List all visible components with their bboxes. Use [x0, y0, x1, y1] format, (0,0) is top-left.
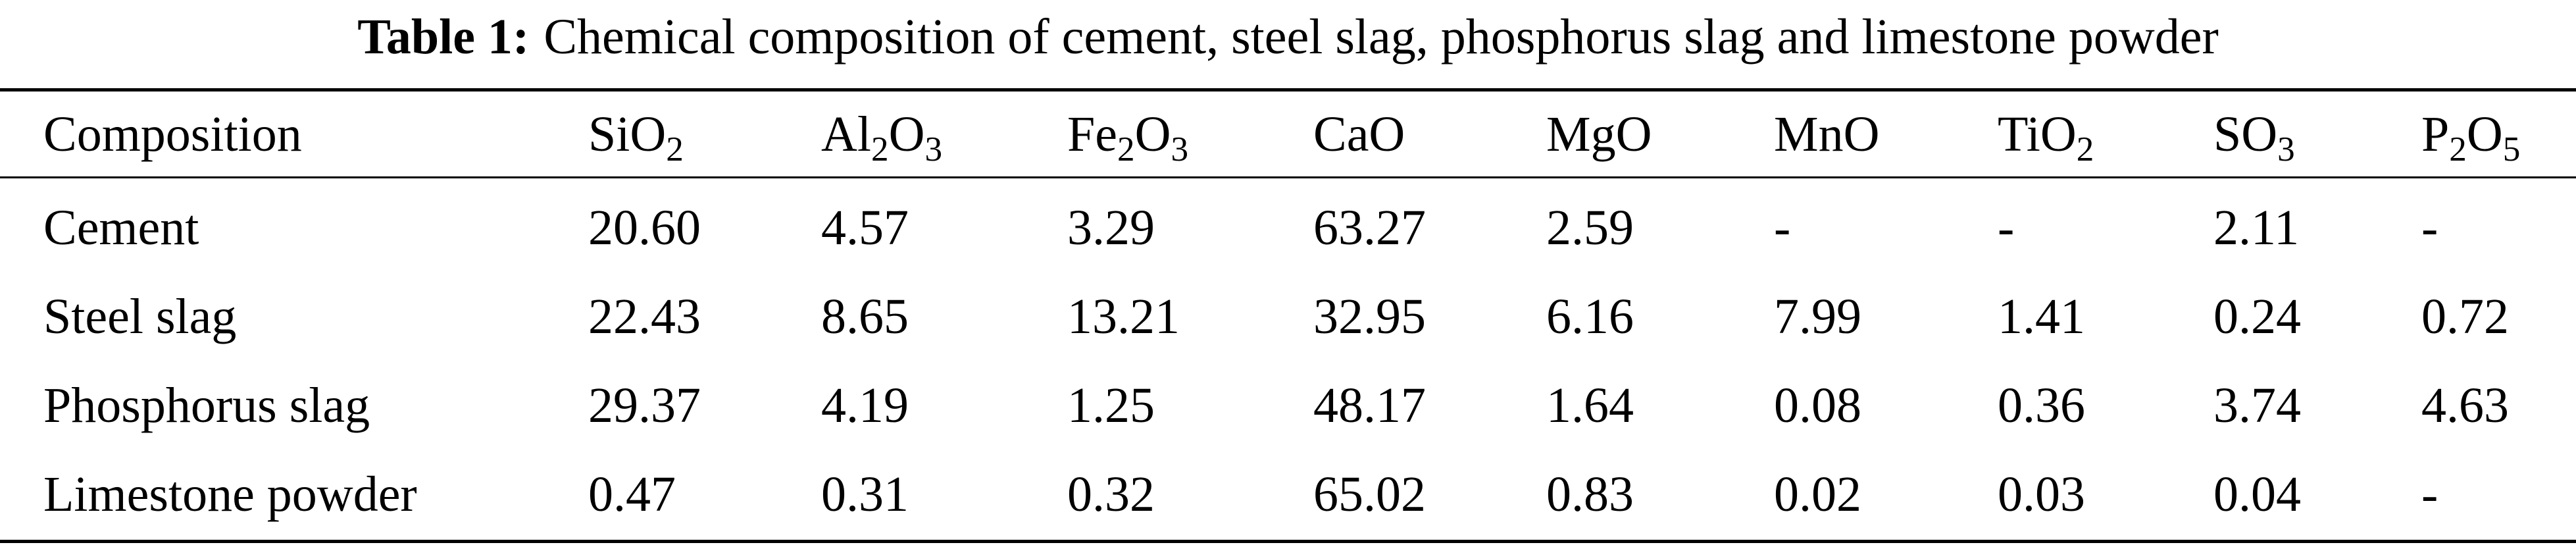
- table-cell: 0.04: [2213, 467, 2301, 522]
- table-cell: 1.64: [1546, 378, 1634, 433]
- row-label: Limestone powder: [43, 467, 417, 522]
- table-cell: 0.08: [1774, 378, 1861, 433]
- table-cell: 0.02: [1774, 467, 1861, 522]
- table-header-rule: [0, 176, 2576, 178]
- header-cell: SO3: [2213, 107, 2295, 169]
- header-cell: SiO2: [588, 107, 684, 169]
- table-cell: 65.02: [1313, 467, 1426, 522]
- table-cell: 4.19: [821, 378, 909, 433]
- table-cell: 32.95: [1313, 289, 1426, 344]
- table-caption-label: Table 1:: [357, 9, 530, 65]
- table-top-rule: [0, 88, 2576, 91]
- table-cell: 0.03: [1998, 467, 2085, 522]
- table-cell: 4.57: [821, 200, 909, 255]
- table-cell: 20.60: [588, 200, 701, 255]
- table-cell: 2.59: [1546, 200, 1634, 255]
- header-cell: Al2O3: [821, 107, 943, 169]
- table-cell: 6.16: [1546, 289, 1634, 344]
- header-cell: CaO: [1313, 107, 1405, 162]
- table-cell: -: [1998, 200, 2015, 255]
- table-cell: 48.17: [1313, 378, 1426, 433]
- row-label: Steel slag: [43, 289, 237, 344]
- table-row: Steel slag 22.43 8.65 13.21 32.95 6.16 7…: [0, 277, 2576, 356]
- table-cell: -: [2421, 467, 2438, 522]
- table-cell: 7.99: [1774, 289, 1861, 344]
- table-cell: 8.65: [821, 289, 909, 344]
- header-cell: MgO: [1546, 107, 1652, 162]
- table-bottom-rule: [0, 540, 2576, 543]
- table-cell: 1.41: [1998, 289, 2085, 344]
- table-row: Cement 20.60 4.57 3.29 63.27 2.59 - - 2.…: [0, 188, 2576, 267]
- header-cell: P2O5: [2421, 107, 2521, 169]
- row-label: Phosphorus slag: [43, 378, 370, 433]
- table-cell: 0.32: [1067, 467, 1155, 522]
- table-cell: 29.37: [588, 378, 701, 433]
- table-cell: -: [1774, 200, 1791, 255]
- header-cell: Composition: [43, 107, 302, 162]
- table-cell: 0.31: [821, 467, 909, 522]
- table-cell: 0.83: [1546, 467, 1634, 522]
- table-cell: 63.27: [1313, 200, 1426, 255]
- table-row: Limestone powder 0.47 0.31 0.32 65.02 0.…: [0, 455, 2576, 534]
- row-label: Cement: [43, 200, 199, 255]
- header-cell: MnO: [1774, 107, 1880, 162]
- table-caption: Table 1: Chemical composition of cement, …: [0, 4, 2576, 70]
- table-cell: 0.72: [2421, 289, 2509, 344]
- table-cell: 1.25: [1067, 378, 1155, 433]
- table-cell: 0.36: [1998, 378, 2085, 433]
- table-row: Phosphorus slag 29.37 4.19 1.25 48.17 1.…: [0, 366, 2576, 445]
- table-cell: 0.24: [2213, 289, 2301, 344]
- header-cell: TiO2: [1998, 107, 2094, 169]
- table-cell: 3.74: [2213, 378, 2301, 433]
- table-cell: 3.29: [1067, 200, 1155, 255]
- table-cell: 2.11: [2213, 200, 2300, 255]
- table-cell: 22.43: [588, 289, 701, 344]
- table-cell: 0.47: [588, 467, 676, 522]
- table-cell: 4.63: [2421, 378, 2509, 433]
- table-caption-text: Chemical composition of cement, steel sl…: [543, 9, 2219, 65]
- table-cell: -: [2421, 200, 2438, 255]
- table-cell: 13.21: [1067, 289, 1180, 344]
- header-cell: Fe2O3: [1067, 107, 1189, 169]
- table-header-row: Composition SiO2 Al2O3 Fe2O3 CaO MgO MnO…: [0, 95, 2576, 174]
